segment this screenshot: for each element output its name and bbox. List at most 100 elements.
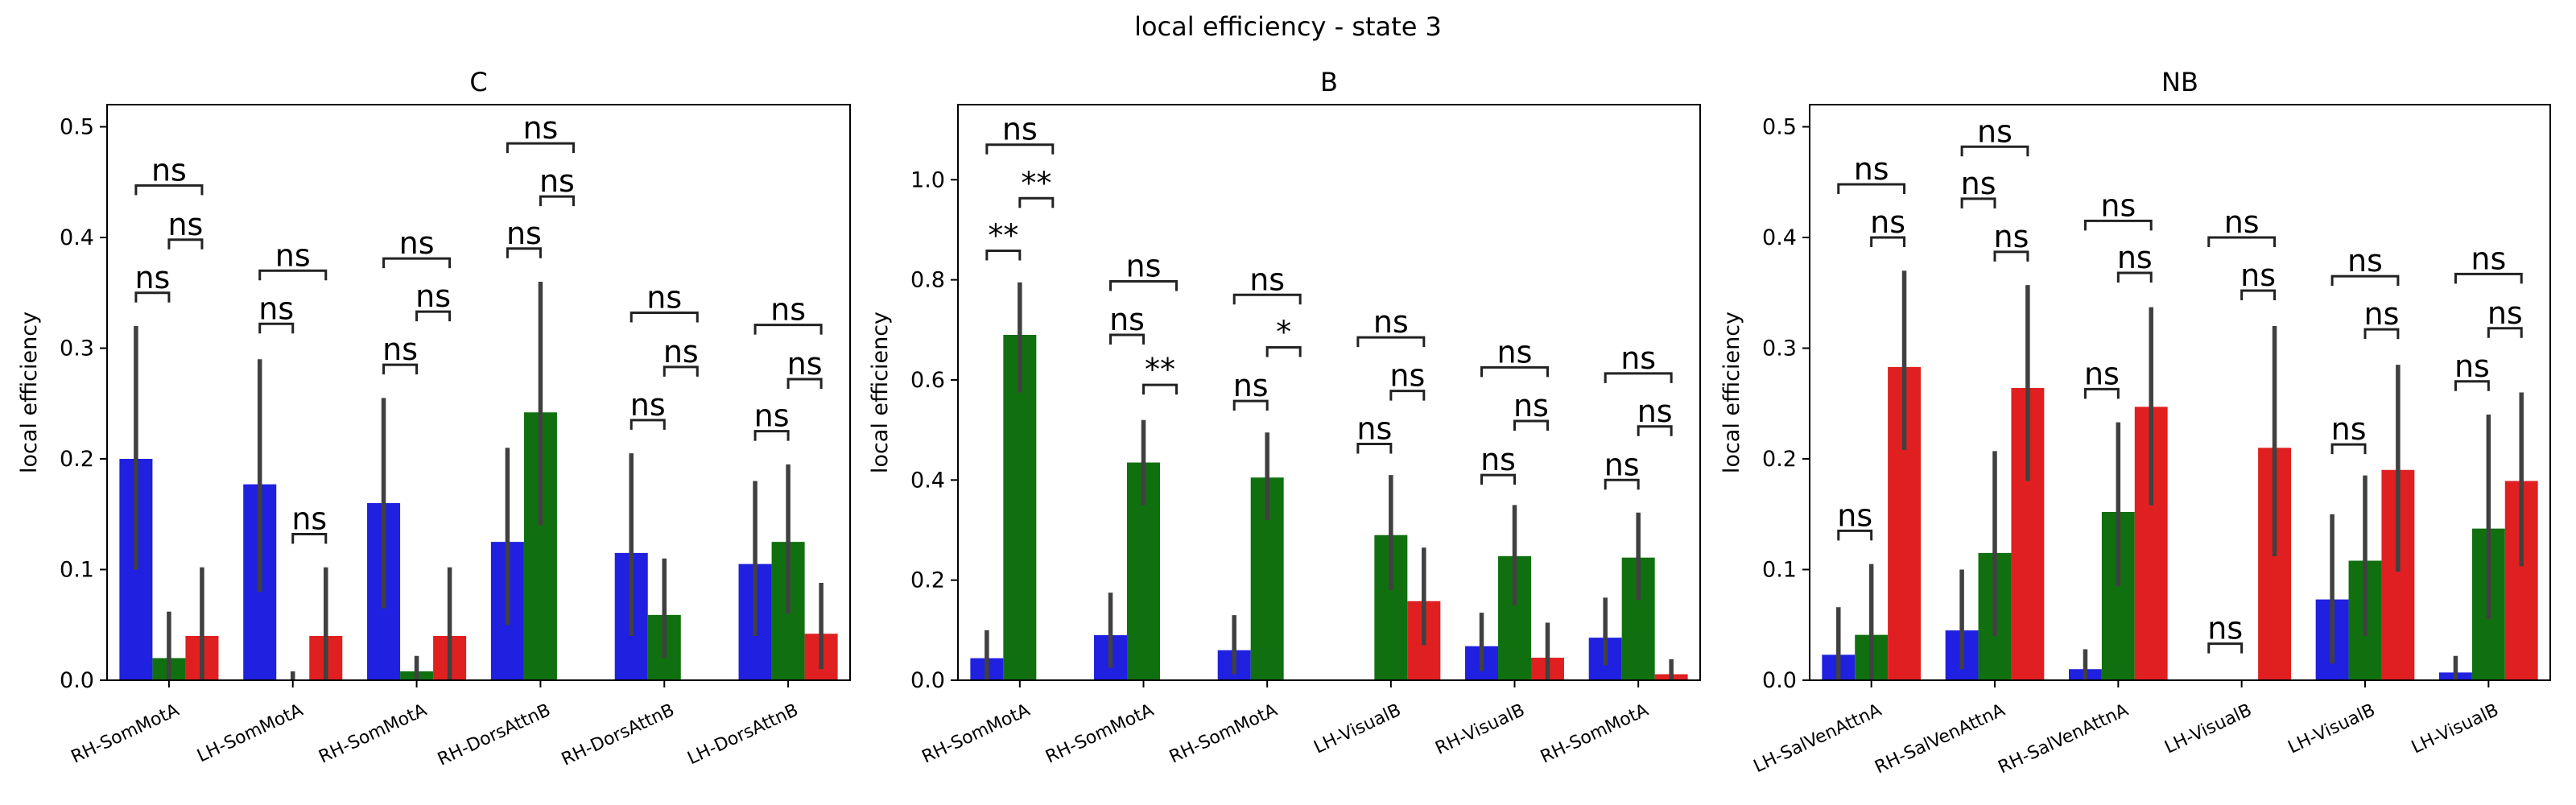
significance-label: ns	[630, 387, 666, 423]
significance-bracket	[1604, 478, 1640, 490]
significance-bracket	[2454, 380, 2490, 391]
significance-label: ns	[275, 237, 311, 273]
significance-label: ns	[2471, 241, 2506, 276]
significance-bracket	[1109, 333, 1145, 345]
significance-bracket	[506, 247, 542, 258]
significance-label: ns	[2117, 240, 2153, 275]
significance-label: ns	[1961, 166, 1996, 201]
significance-label: ns	[754, 398, 790, 434]
significance-label: **	[1145, 352, 1175, 387]
significance-bracket	[2330, 443, 2367, 455]
significance-bracket	[985, 250, 1022, 261]
significance-bracket	[1993, 250, 2029, 262]
significance-bracket	[2330, 275, 2400, 287]
significance-label: ns	[1373, 304, 1409, 340]
significance-label: ns	[1356, 411, 1392, 447]
significance-bracket	[2240, 289, 2277, 300]
significance-label: ns	[2454, 349, 2490, 384]
y-tick-label: 0.3	[1762, 336, 1797, 361]
significance-bracket	[2083, 387, 2120, 399]
y-tick-label: 1.0	[910, 167, 945, 192]
panel-title: NB	[2161, 67, 2198, 97]
significance-bracket	[663, 365, 699, 377]
significance-bracket	[2454, 272, 2523, 284]
y-tick-label: 0.4	[1762, 225, 1797, 250]
significance-label: ns	[1126, 248, 1162, 283]
significance-label: ns	[1497, 334, 1533, 369]
figure-title: local efficiency - state 3	[1134, 11, 1442, 42]
y-tick-label: 0.2	[910, 568, 945, 593]
y-tick-label: 0.1	[60, 558, 94, 583]
significance-label: ns	[2240, 258, 2276, 293]
y-tick-label: 0.2	[1762, 447, 1797, 472]
significance-label: ns	[291, 502, 327, 537]
panel-title: C	[469, 67, 487, 97]
panel-title: B	[1320, 67, 1338, 97]
axes-frame	[1809, 104, 2551, 681]
significance-label: ns	[1837, 497, 1872, 533]
significance-label: ns	[151, 152, 187, 188]
significance-bracket	[985, 143, 1055, 155]
significance-label: ns	[134, 260, 170, 295]
significance-label: ns	[382, 332, 418, 367]
y-axis-label: local efficiency	[1719, 312, 1744, 473]
significance-label: ns	[1977, 114, 2013, 149]
significance-bracket	[1604, 372, 1673, 383]
significance-label: ns	[1233, 368, 1269, 403]
significance-bracket	[2363, 328, 2400, 340]
significance-bracket	[415, 310, 452, 322]
y-tick-label: 0.3	[60, 336, 94, 361]
y-tick-label: 0.0	[60, 668, 94, 693]
significance-label: ns	[167, 207, 203, 242]
significance-bracket	[1018, 196, 1055, 208]
y-tick-label: 0.5	[60, 115, 94, 140]
y-tick-label: 0.1	[1762, 558, 1797, 583]
significance-label: *	[1276, 315, 1291, 350]
significance-bracket	[1513, 419, 1549, 431]
significance-label: ns	[2363, 296, 2399, 332]
significance-label: ns	[646, 280, 682, 316]
y-tick-label: 0.2	[60, 447, 94, 472]
significance-label: ns	[1637, 394, 1673, 429]
significance-label: ns	[1993, 219, 2029, 254]
significance-bracket	[1356, 336, 1426, 348]
significance-bracket	[2083, 219, 2153, 231]
significance-bracket	[1389, 390, 1426, 401]
axes-frame	[106, 104, 851, 681]
significance-label: ns	[399, 225, 435, 261]
significance-label: ns	[2224, 204, 2260, 240]
significance-bracket	[1870, 236, 1906, 247]
y-tick-label: 0.6	[910, 368, 945, 393]
significance-bracket	[539, 195, 575, 207]
significance-label: ns	[1513, 388, 1549, 423]
significance-label: ns	[1620, 341, 1656, 376]
significance-bracket	[1232, 399, 1269, 411]
significance-bracket	[630, 312, 699, 323]
significance-bracket	[1232, 293, 1302, 305]
significance-label: ns	[2331, 411, 2367, 447]
significance-bracket	[1960, 197, 1996, 208]
significance-bracket	[382, 363, 419, 375]
significance-bracket	[134, 184, 204, 196]
significance-bracket	[2207, 642, 2244, 654]
significance-bracket	[1109, 279, 1178, 291]
significance-label: ns	[770, 292, 806, 328]
significance-label: ns	[787, 346, 823, 382]
significance-label: ns	[1109, 302, 1145, 337]
significance-bracket	[1480, 365, 1549, 378]
significance-bracket	[167, 238, 204, 250]
significance-label: ns	[258, 291, 294, 326]
significance-bracket	[1142, 383, 1178, 395]
significance-label: **	[988, 218, 1018, 254]
significance-bracket	[1356, 443, 1393, 454]
significance-bracket	[1960, 145, 2029, 157]
y-tick-label: 0.8	[910, 268, 945, 293]
significance-bracket	[786, 378, 823, 389]
y-tick-label: 0.0	[1762, 668, 1797, 693]
significance-label: ns	[1854, 151, 1889, 187]
significance-bracket	[753, 430, 790, 441]
significance-label: ns	[539, 163, 575, 199]
significance-bracket	[2487, 327, 2523, 338]
significance-bracket	[258, 322, 295, 334]
